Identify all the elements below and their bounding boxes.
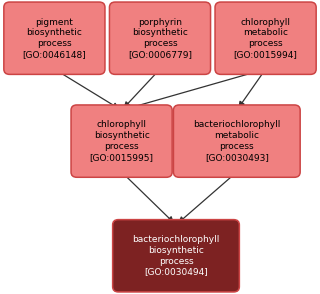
FancyBboxPatch shape [173,105,300,177]
FancyBboxPatch shape [71,105,172,177]
FancyBboxPatch shape [109,2,211,74]
Text: pigment
biosynthetic
process
[GO:0046148]: pigment biosynthetic process [GO:0046148… [22,18,86,59]
Text: bacteriochlorophyll
metabolic
process
[GO:0030493]: bacteriochlorophyll metabolic process [G… [193,121,281,162]
FancyBboxPatch shape [4,2,105,74]
Text: porphyrin
biosynthetic
process
[GO:0006779]: porphyrin biosynthetic process [GO:00067… [128,18,192,59]
Text: chlorophyll
metabolic
process
[GO:0015994]: chlorophyll metabolic process [GO:001599… [234,18,298,59]
FancyBboxPatch shape [113,220,239,292]
Text: bacteriochlorophyll
biosynthetic
process
[GO:0030494]: bacteriochlorophyll biosynthetic process… [132,235,220,276]
FancyBboxPatch shape [215,2,316,74]
Text: chlorophyll
biosynthetic
process
[GO:0015995]: chlorophyll biosynthetic process [GO:001… [90,121,154,162]
